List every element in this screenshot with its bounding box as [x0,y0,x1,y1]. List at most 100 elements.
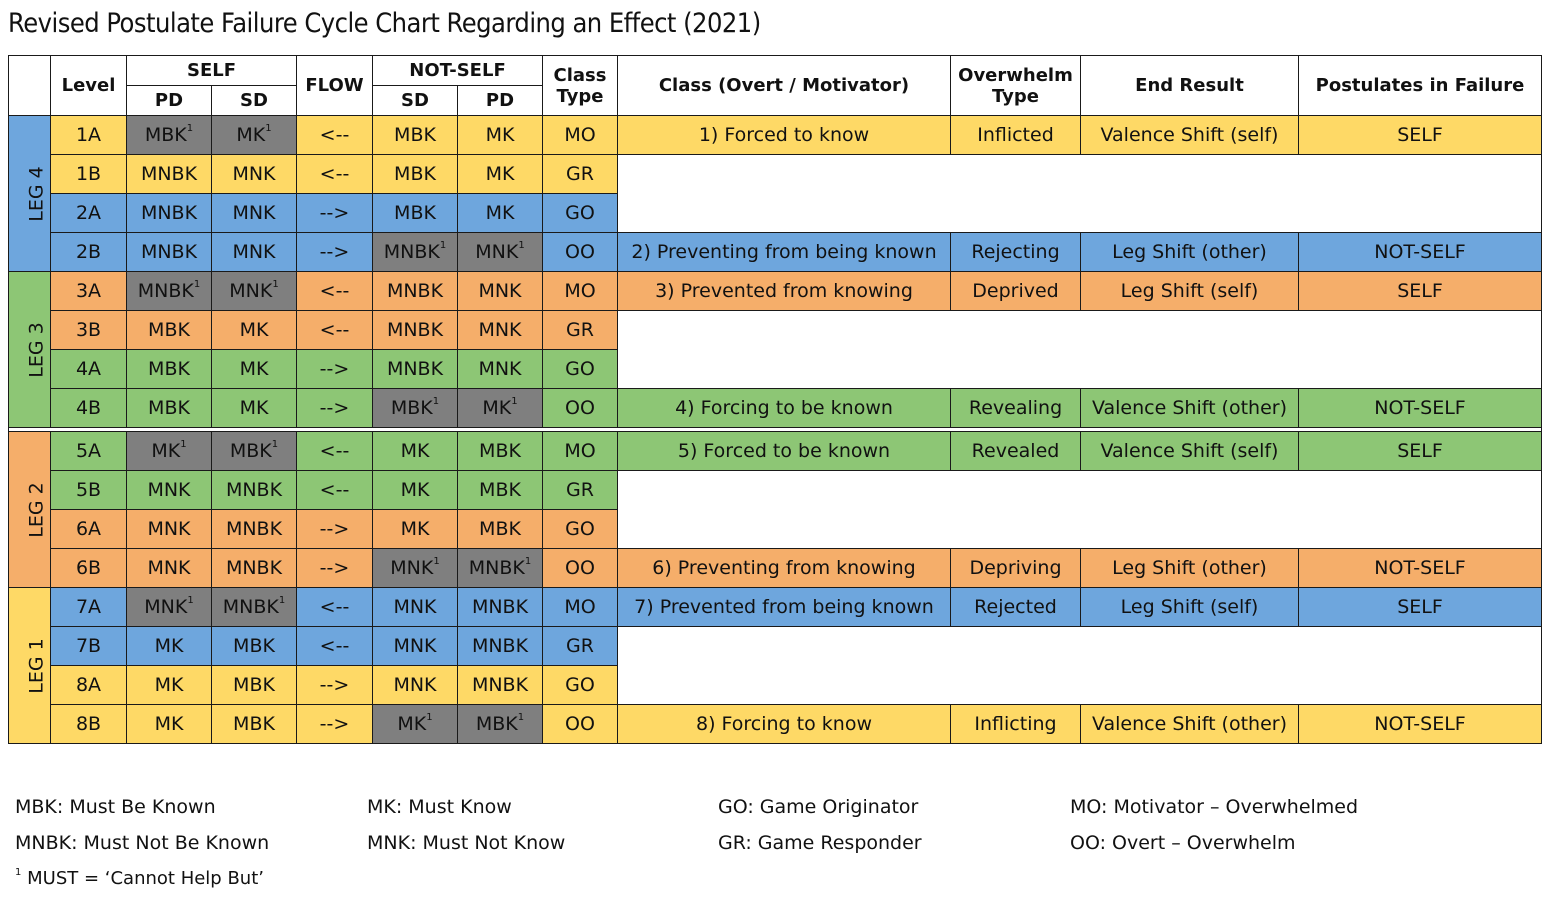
not-self-pd-value: MNBK [468,557,525,579]
level-cell: 2A [50,193,127,233]
class-type-cell: GR [542,626,618,666]
class-type-value: GR [566,479,594,501]
level-cell: 7A [50,587,127,627]
self-sd-value: MNK [232,202,276,224]
level-cell: 4A [50,349,127,389]
not-self-sd-value: MK [400,518,430,540]
postulates-cell: NOT-SELF [1298,388,1542,428]
footnote-mark: 1 [186,123,194,134]
overwhelm-type-cell: Revealing [950,388,1081,428]
level-cell: 3A [50,271,127,311]
postulates-cell: NOT-SELF [1298,232,1542,272]
not-self-sd-cell: MK [372,431,458,471]
not-self-pd-cell: MK [457,154,543,194]
class-type-cell: GO [542,509,618,549]
class-type-value: OO [565,713,595,735]
not-self-pd-value: MK [485,124,515,146]
level-cell: 6A [50,509,127,549]
table-row: 3B MBK MK <-- MNBK MNK GR [9,310,1542,389]
table-row: 1B MNBK MNK <-- MBK MK GR [9,154,1542,233]
self-pd-value: MBK [148,358,190,380]
leg-label-cell: LEG 4 [8,115,51,272]
not-self-pd-cell: MNK [457,271,543,311]
flow-value: <-- [319,124,350,146]
self-pd-cell: MNK1 [126,587,212,627]
leg-label-cell: LEG 3 [8,271,51,428]
not-self-sd-value: MK [400,440,430,462]
class-type-value: GR [566,163,594,185]
level-cell: 3B [50,310,127,350]
footnote-mark: 1 [193,279,201,290]
end-result-cell: Leg Shift (other) [1080,548,1299,588]
flow-cell: <-- [296,115,373,155]
flow-value: <-- [319,440,350,462]
not-self-pd-value: MBK [479,518,521,540]
not-self-pd-cell: MNK [457,349,543,389]
class-type-value: MO [564,596,596,618]
not-self-sd-cell: MNK [372,626,458,666]
table-row: 2B MNBK MNK --> MNBK1 MNK1 OO 2) Preventing fro… [9,232,1542,272]
self-pd-cell: MBK [126,349,212,389]
leg-label: LEG 1 [25,637,48,694]
not-self-pd-cell: MK1 [457,388,543,428]
end-result-cell: Leg Shift (other) [1080,232,1299,272]
table-row: 6A MNK MNBK --> MK MBK GO [9,509,1542,549]
self-pd-value: MBK [144,124,187,146]
footnote-mark: 1 [439,240,447,251]
flow-value: --> [319,713,350,735]
self-sd-value: MNBK [225,518,283,540]
not-self-sd-cell: MNBK [372,310,458,350]
self-sd-value: MNBK [222,596,279,618]
not-self-pd-cell: MNBK [457,626,543,666]
flow-value: <-- [319,596,350,618]
not-self-pd-value: MNK [478,319,522,341]
self-sd-value: MBK [233,674,275,696]
leg-label: LEG 2 [25,481,48,538]
level-cell: 8B [50,704,127,744]
table-body: LEG 4 1A MBK1 MK1 <-- MBK MK MO 1) Forced to kno… [8,115,1542,744]
footnote-mark: 1 [265,123,272,134]
postulates-cell: NOT-SELF [1298,704,1542,744]
self-pd-cell: MNK [126,548,212,588]
self-pd-value: MBK [148,319,190,341]
self-sd-cell: MBK [211,626,297,666]
flow-cell: --> [296,232,373,272]
flow-value: --> [319,557,350,579]
flow-cell: <-- [296,431,373,471]
level-cell: 8A [50,665,127,705]
class-type-cell: OO [542,704,618,744]
not-self-pd-value: MBK [479,479,521,501]
level-cell: 6B [50,548,127,588]
class-type-cell: MO [542,431,618,471]
not-self-sd-value: MBK [394,124,436,146]
self-sd-cell: MK1 [211,115,297,155]
overwhelm-type-cell: Rejected [950,587,1081,627]
class-type-value: OO [565,557,595,579]
not-self-pd-value: MK [485,202,515,224]
class-overt-motivator-cell: 1) Forced to know [617,115,951,155]
class-type-cell: MO [542,587,618,627]
not-self-pd-cell: MNK1 [457,232,543,272]
class-type-value: OO [565,241,595,263]
level-cell: 2B [50,232,127,272]
footnote-mark: 1 [524,556,532,567]
not-self-pd-value: MK [482,397,512,419]
footnote-mark: 1 [180,439,187,450]
table-row: 5B MNK MNBK <-- MK MBK GR [9,470,1542,549]
self-pd-value: MBK [148,397,190,419]
legend-mo: MO: Motivator – Overwhelmed [1070,796,1359,818]
flow-cell: <-- [296,587,373,627]
self-sd-cell: MNBK [211,470,297,510]
level-cell: 5B [50,470,127,510]
class-type-cell: OO [542,548,618,588]
self-sd-value: MNK [232,163,276,185]
not-self-sd-value: MNK [393,674,437,696]
header-self: SELF [126,55,297,86]
footnote-mark: 1 [518,240,525,251]
self-sd-value: MNK [229,280,273,302]
flow-cell: <-- [296,470,373,510]
not-self-sd-cell: MNBK1 [372,232,458,272]
class-type-cell: MO [542,115,618,155]
not-self-pd-cell: MBK1 [457,704,543,744]
self-sd-cell: MBK [211,665,297,705]
